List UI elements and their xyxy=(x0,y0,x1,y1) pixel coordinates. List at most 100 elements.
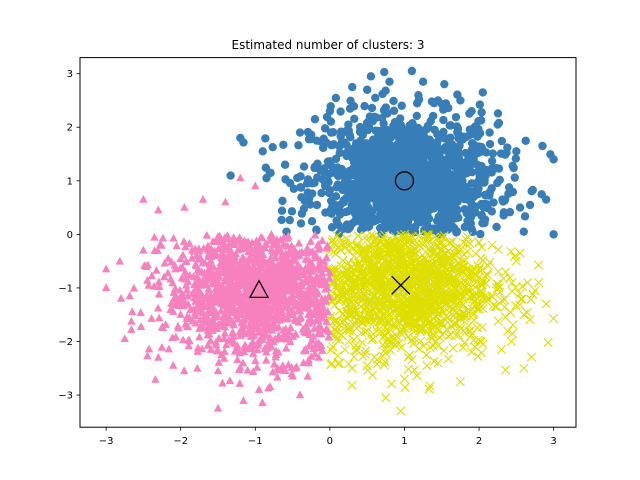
data-point xyxy=(418,77,428,86)
data-point xyxy=(261,240,270,248)
data-point xyxy=(181,280,191,289)
data-point xyxy=(239,396,248,404)
data-point xyxy=(313,159,322,168)
data-point xyxy=(230,272,240,281)
data-point xyxy=(402,246,412,256)
data-point xyxy=(261,134,270,143)
data-point xyxy=(350,217,359,226)
data-point xyxy=(505,273,515,283)
data-point xyxy=(326,117,336,126)
data-point xyxy=(339,198,348,207)
data-point xyxy=(128,307,137,316)
data-point xyxy=(174,323,183,332)
data-point xyxy=(365,242,375,252)
data-point xyxy=(233,266,243,274)
data-point xyxy=(341,174,350,183)
data-point xyxy=(253,250,262,259)
data-point xyxy=(303,266,313,275)
data-point xyxy=(217,268,226,276)
data-point xyxy=(296,296,306,305)
data-point xyxy=(301,295,311,304)
data-point xyxy=(433,96,443,105)
data-point xyxy=(366,239,376,249)
chart-title: Estimated number of clusters: 3 xyxy=(231,38,424,52)
data-point xyxy=(366,184,376,194)
data-point xyxy=(295,128,305,137)
y-tick-label: 2 xyxy=(67,123,73,134)
data-point xyxy=(519,363,529,373)
y-tick-label: 3 xyxy=(67,69,73,80)
data-point xyxy=(344,120,353,129)
data-point xyxy=(448,237,458,247)
data-point xyxy=(198,276,208,284)
data-point xyxy=(421,212,430,222)
data-point xyxy=(176,263,185,272)
data-point xyxy=(424,384,434,394)
data-point xyxy=(323,307,332,315)
data-point xyxy=(307,217,317,226)
data-point xyxy=(205,306,214,314)
data-point xyxy=(139,245,148,254)
data-point xyxy=(349,352,359,362)
data-point xyxy=(336,236,346,246)
data-point xyxy=(258,255,267,263)
data-point xyxy=(312,252,322,261)
data-point xyxy=(493,120,502,129)
data-point xyxy=(372,355,382,365)
data-point xyxy=(435,333,445,343)
y-tick-label: −2 xyxy=(58,337,73,348)
data-point xyxy=(301,328,311,337)
data-point xyxy=(393,237,403,247)
data-point xyxy=(231,249,241,258)
data-point xyxy=(327,162,337,171)
data-point xyxy=(226,171,235,180)
data-point xyxy=(428,248,438,258)
data-point xyxy=(239,263,249,272)
data-point xyxy=(219,353,229,362)
data-point xyxy=(464,321,474,331)
data-point xyxy=(440,248,450,258)
data-point xyxy=(502,148,511,157)
data-point xyxy=(533,260,544,270)
data-point xyxy=(325,169,334,179)
data-point xyxy=(383,173,392,183)
data-point xyxy=(435,239,445,249)
data-point xyxy=(222,292,232,300)
data-point xyxy=(451,243,461,253)
data-point xyxy=(185,313,194,322)
data-point xyxy=(455,377,465,387)
data-point xyxy=(414,307,424,317)
data-point xyxy=(206,291,216,300)
data-point xyxy=(476,253,486,263)
data-point xyxy=(176,310,185,318)
data-point xyxy=(284,262,293,271)
data-point xyxy=(440,279,450,289)
data-point xyxy=(127,325,136,333)
data-point xyxy=(425,265,435,275)
data-point xyxy=(371,232,381,243)
data-point xyxy=(262,173,271,183)
data-point xyxy=(144,344,154,353)
data-point xyxy=(273,363,282,372)
data-point xyxy=(136,322,146,330)
data-point xyxy=(460,338,470,348)
data-point xyxy=(136,308,145,316)
data-point xyxy=(333,280,343,290)
data-point xyxy=(500,312,511,322)
data-point xyxy=(439,115,448,125)
data-point xyxy=(279,265,288,274)
data-point xyxy=(265,332,275,341)
data-point xyxy=(425,135,434,144)
data-point xyxy=(424,317,434,327)
data-point xyxy=(433,341,443,351)
data-point xyxy=(506,247,516,257)
data-point xyxy=(399,152,408,161)
data-point xyxy=(310,349,320,358)
data-point xyxy=(419,268,429,278)
data-point xyxy=(198,194,208,203)
data-point xyxy=(302,274,311,283)
data-point xyxy=(463,287,473,297)
data-point xyxy=(304,310,313,318)
data-point xyxy=(373,127,382,137)
